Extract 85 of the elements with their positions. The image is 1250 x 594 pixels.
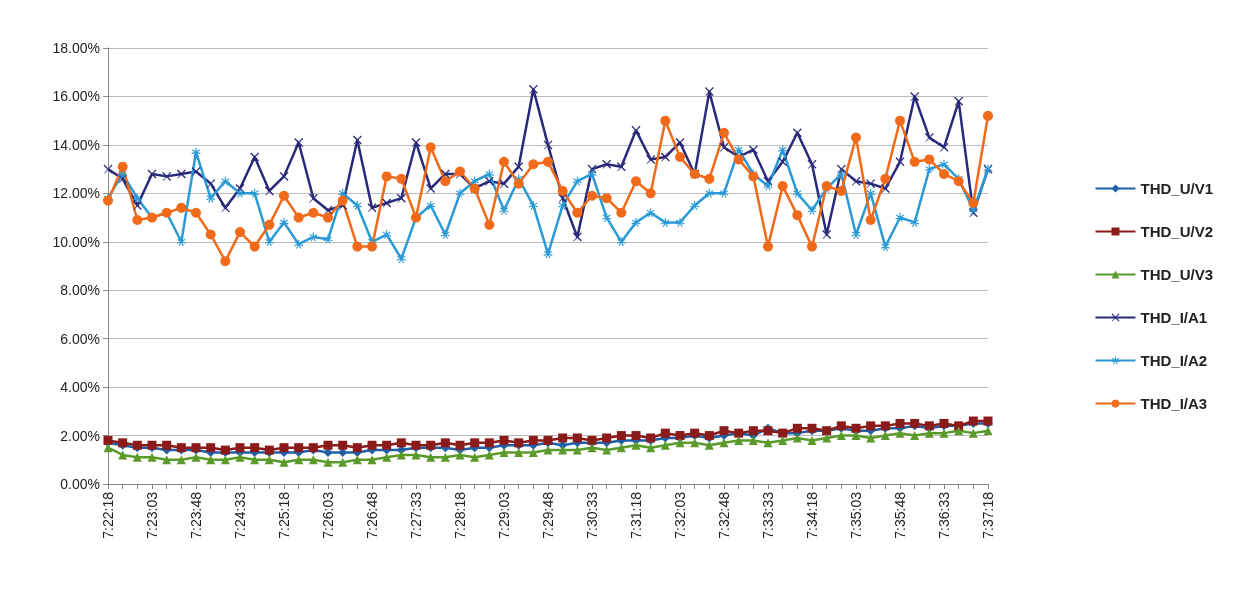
x-tick-label: 7:28:18 xyxy=(452,491,468,539)
x-tick-label: 7:29:03 xyxy=(496,491,512,539)
point xyxy=(895,213,905,223)
point xyxy=(631,217,641,227)
point xyxy=(206,193,216,203)
legend-label: THD_U/V2 xyxy=(1140,223,1214,240)
point xyxy=(836,169,846,179)
point xyxy=(910,217,920,227)
point xyxy=(587,169,597,179)
point xyxy=(851,230,861,240)
legend-label: THD_I/A2 xyxy=(1140,352,1208,369)
y-tick-label: 0.00% xyxy=(60,476,100,492)
x-tick-label: 7:26:03 xyxy=(320,491,336,539)
x-tick-label: 7:22:18 xyxy=(100,491,116,539)
y-tick-label: 18.00% xyxy=(52,40,100,56)
point xyxy=(279,217,289,227)
y-tick-label: 6.00% xyxy=(60,330,100,347)
x-tick-label: 7:36:33 xyxy=(936,491,952,539)
point xyxy=(704,188,714,198)
x-tick-label: 7:34:18 xyxy=(804,491,820,539)
legend-label: THD_I/A1 xyxy=(1140,309,1208,326)
point xyxy=(250,188,260,198)
point xyxy=(294,239,304,249)
x-tick-label: 7:32:03 xyxy=(672,491,688,539)
x-tick-label: 7:37:18 xyxy=(980,491,996,539)
point xyxy=(924,164,934,174)
x-tick-label: 7:32:48 xyxy=(716,491,732,539)
point xyxy=(939,159,949,169)
point xyxy=(308,232,318,242)
x-tick-label: 7:33:33 xyxy=(760,491,776,539)
point xyxy=(338,448,348,458)
x-tick-label: 7:31:18 xyxy=(628,491,644,539)
point xyxy=(719,188,729,198)
point xyxy=(220,176,230,186)
point xyxy=(264,237,274,247)
y-tick-label: 2.00% xyxy=(60,427,100,444)
y-tick-label: 16.00% xyxy=(52,88,100,105)
point xyxy=(235,188,245,198)
x-tick-label: 7:35:03 xyxy=(848,491,864,539)
x-tick-label: 7:29:48 xyxy=(540,491,556,539)
x-tick-label: 7:35:48 xyxy=(892,491,908,539)
point xyxy=(396,254,406,264)
point xyxy=(734,145,744,155)
y-tick-label: 10.00% xyxy=(52,233,100,250)
point xyxy=(866,188,876,198)
x-tick-label: 7:24:33 xyxy=(232,491,248,539)
point xyxy=(323,234,333,244)
x-tick-label: 7:23:48 xyxy=(188,491,204,539)
point xyxy=(455,188,465,198)
point xyxy=(616,237,626,247)
point xyxy=(675,217,685,227)
point xyxy=(440,230,450,240)
point xyxy=(426,200,436,210)
point xyxy=(484,169,494,179)
point xyxy=(807,205,817,215)
point xyxy=(558,200,568,210)
legend-label: THD_U/V3 xyxy=(1140,266,1214,283)
y-tick-label: 12.00% xyxy=(52,185,100,202)
point xyxy=(176,237,186,247)
point xyxy=(880,242,890,252)
point xyxy=(323,448,333,458)
legend-label: THD_I/A3 xyxy=(1140,395,1208,412)
point xyxy=(778,145,788,155)
point xyxy=(528,200,538,210)
x-tick-label: 7:23:03 xyxy=(144,491,160,539)
point xyxy=(572,176,582,186)
x-tick-label: 7:27:33 xyxy=(408,491,424,539)
point xyxy=(646,208,656,218)
y-tick-label: 14.00% xyxy=(52,136,100,153)
point xyxy=(690,200,700,210)
point xyxy=(382,230,392,240)
x-tick-label: 7:25:18 xyxy=(276,491,292,539)
point xyxy=(792,188,802,198)
point xyxy=(660,217,670,227)
point xyxy=(132,193,142,203)
point xyxy=(191,147,201,157)
y-tick-label: 4.00% xyxy=(60,379,100,396)
point xyxy=(499,205,509,215)
y-tick-label: 8.00% xyxy=(60,282,100,299)
point xyxy=(602,213,612,223)
point xyxy=(352,200,362,210)
point xyxy=(763,181,773,191)
x-tick-label: 7:30:33 xyxy=(584,491,600,539)
x-tick-label: 7:26:48 xyxy=(364,491,380,539)
legend-label: THD_U/V1 xyxy=(1140,180,1214,197)
